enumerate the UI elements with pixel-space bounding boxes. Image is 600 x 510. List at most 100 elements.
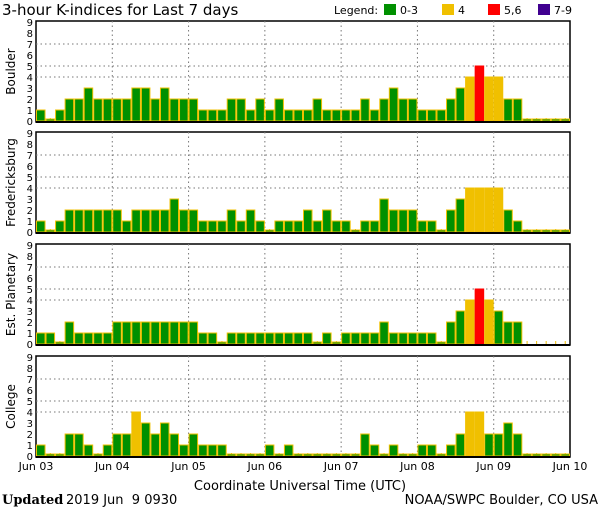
k-index-bar — [455, 198, 466, 233]
legend: Legend: 0-3 4 5,6 7-9 — [334, 4, 572, 17]
k-index-bar — [226, 332, 237, 345]
x-tick-label: Jun 06 — [247, 460, 283, 473]
k-index-bar — [45, 118, 56, 122]
y-tick-label: 5 — [27, 285, 33, 296]
k-index-bar — [93, 98, 103, 122]
k-index-bar — [493, 433, 504, 457]
y-tick-label: 2 — [27, 206, 33, 217]
k-index-bar — [331, 453, 342, 457]
legend-swatch — [488, 4, 500, 15]
y-tick-label: 6 — [27, 51, 33, 62]
y-tick-label: 8 — [27, 140, 33, 151]
k-index-bar — [150, 433, 160, 457]
k-index-bar — [331, 220, 342, 233]
legend-entry: 4 — [458, 4, 465, 17]
y-tick-label: 3 — [27, 195, 33, 206]
k-index-bar — [360, 220, 370, 233]
y-tick-label: 6 — [27, 274, 33, 285]
k-index-bar — [188, 433, 199, 457]
k-index-bar — [45, 332, 56, 345]
k-index-bar — [131, 411, 141, 457]
k-index-bar — [512, 98, 523, 122]
y-tick-label: 3 — [27, 307, 33, 318]
k-index-bar — [217, 341, 227, 345]
k-index-bar — [121, 321, 132, 345]
k-index-bar — [484, 433, 494, 457]
k-index-bar — [474, 187, 485, 233]
k-index-bar — [417, 109, 427, 122]
k-index-bar — [398, 209, 408, 233]
k-index-bar — [322, 109, 332, 122]
y-tick-label: 0 — [27, 228, 33, 239]
k-index-bar — [360, 332, 370, 345]
k-index-bar — [121, 433, 132, 457]
x-tick-label: Jun 03 — [18, 460, 54, 473]
k-index-bar — [112, 433, 122, 457]
k-index-bar — [436, 109, 447, 122]
k-index-bar — [522, 118, 532, 122]
k-index-bar — [264, 109, 275, 122]
k-index-bar — [541, 229, 551, 233]
k-index-bar — [341, 109, 351, 122]
k-index-bar — [512, 220, 523, 233]
k-index-bar — [512, 433, 523, 457]
k-index-bar — [169, 321, 180, 345]
k-index-bar — [226, 98, 237, 122]
y-tick-label: 5 — [27, 62, 33, 73]
legend-swatch — [442, 4, 454, 15]
k-index-bar — [350, 229, 361, 233]
y-tick-label: 4 — [27, 73, 33, 84]
k-index-bar — [274, 332, 284, 345]
k-index-bar — [274, 220, 284, 233]
legend-swatch — [384, 4, 396, 15]
k-index-bar — [379, 321, 389, 345]
k-index-bar — [388, 209, 399, 233]
y-tick-label: 1 — [27, 329, 33, 340]
y-tick-label: 6 — [27, 386, 33, 397]
k-index-bar — [159, 422, 170, 457]
k-index-bar — [379, 98, 389, 122]
k-index-bar — [360, 433, 370, 457]
k-index-bar — [446, 444, 456, 457]
y-tick-label: 7 — [27, 40, 33, 51]
k-index-bar — [102, 332, 113, 345]
k-index-bar — [312, 453, 323, 457]
k-index-bar — [388, 444, 399, 457]
k-index-bar — [140, 209, 151, 233]
k-index-bar — [226, 453, 237, 457]
k-index-bar — [522, 453, 532, 457]
k-index-bar — [264, 332, 275, 345]
k-index-bar — [283, 109, 294, 122]
k-index-bar — [446, 98, 456, 122]
k-index-bar — [303, 209, 313, 233]
x-tick-label: Jun 08 — [399, 460, 435, 473]
k-index-bar — [560, 453, 571, 457]
k-index-bar — [436, 341, 447, 345]
k-index-bar — [283, 444, 294, 457]
y-tick-label: 1 — [27, 441, 33, 452]
k-index-bar — [322, 453, 332, 457]
k-index-bar — [331, 341, 342, 345]
k-index-bar — [484, 299, 494, 345]
y-tick-label: 7 — [27, 263, 33, 274]
k-index-bar — [303, 332, 313, 345]
k-index-bar — [465, 299, 475, 345]
k-index-bar — [198, 109, 208, 122]
k-index-bar — [236, 98, 246, 122]
x-tick-label: Jun 09 — [475, 460, 511, 473]
k-index-bar — [388, 87, 399, 122]
k-index-bar — [503, 422, 513, 457]
k-index-bar — [322, 209, 332, 233]
k-index-bar — [198, 444, 208, 457]
k-index-bar — [341, 332, 351, 345]
k-index-bar — [83, 332, 94, 345]
y-tick-label: 3 — [27, 419, 33, 430]
k-index-bar — [283, 220, 294, 233]
k-index-bar — [312, 341, 323, 345]
y-tick-label: 5 — [27, 173, 33, 184]
k-index-bar — [446, 209, 456, 233]
k-index-bar — [264, 444, 275, 457]
k-index-bar — [159, 209, 170, 233]
